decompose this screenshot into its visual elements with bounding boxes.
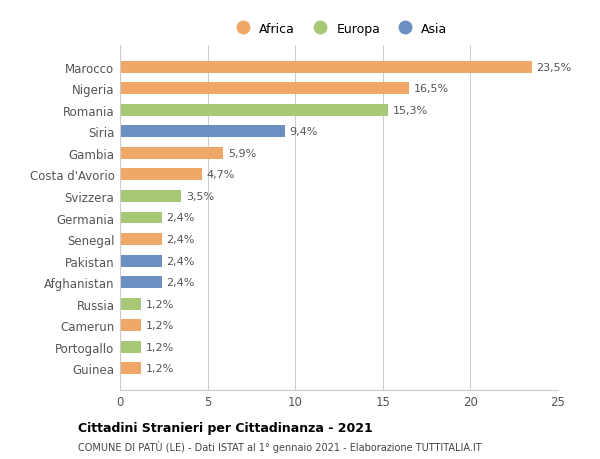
Text: 9,4%: 9,4% (289, 127, 317, 137)
Bar (120, 363, 141, 375)
Text: 2,4%: 2,4% (166, 256, 195, 266)
Text: 1,2%: 1,2% (145, 320, 173, 330)
Text: 16,5%: 16,5% (413, 84, 449, 94)
Bar (120, 169, 202, 181)
Text: 1,2%: 1,2% (145, 342, 173, 352)
Bar (120, 148, 223, 159)
Text: 2,4%: 2,4% (166, 235, 195, 245)
Text: COMUNE DI PATÙ (LE) - Dati ISTAT al 1° gennaio 2021 - Elaborazione TUTTITALIA.IT: COMUNE DI PATÙ (LE) - Dati ISTAT al 1° g… (78, 440, 482, 452)
Text: 4,7%: 4,7% (207, 170, 235, 180)
Legend: Africa, Europa, Asia: Africa, Europa, Asia (226, 18, 452, 41)
Bar (120, 341, 141, 353)
Bar (120, 277, 162, 288)
Text: 15,3%: 15,3% (392, 106, 428, 116)
Bar (120, 105, 388, 117)
Bar (120, 298, 141, 310)
Bar (120, 255, 162, 267)
Bar (120, 319, 141, 331)
Text: 2,4%: 2,4% (166, 213, 195, 223)
Bar (120, 212, 162, 224)
Text: 1,2%: 1,2% (145, 364, 173, 374)
Bar (120, 190, 181, 202)
Text: 1,2%: 1,2% (145, 299, 173, 309)
Text: 23,5%: 23,5% (536, 62, 571, 73)
Text: 5,9%: 5,9% (228, 149, 256, 158)
Text: Cittadini Stranieri per Cittadinanza - 2021: Cittadini Stranieri per Cittadinanza - 2… (78, 421, 373, 434)
Bar (120, 234, 162, 246)
Text: 3,5%: 3,5% (186, 191, 214, 202)
Bar (120, 83, 409, 95)
Bar (120, 126, 284, 138)
Text: 2,4%: 2,4% (166, 278, 195, 287)
Bar (120, 62, 532, 73)
